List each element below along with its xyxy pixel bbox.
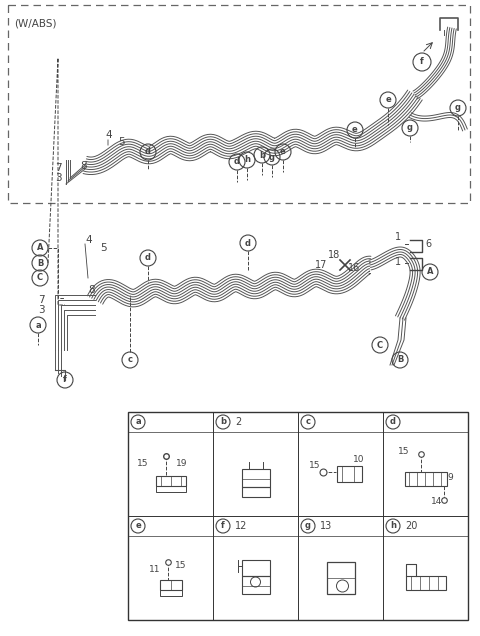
Text: e: e	[135, 522, 141, 530]
Text: f: f	[221, 522, 225, 530]
Text: g: g	[269, 153, 275, 162]
Text: 8: 8	[88, 285, 95, 295]
Text: a: a	[35, 321, 41, 329]
Text: 15: 15	[397, 448, 409, 457]
Text: d: d	[145, 148, 151, 156]
Text: 8: 8	[80, 161, 86, 171]
Text: 4: 4	[85, 235, 92, 245]
Text: c: c	[128, 356, 132, 364]
Text: 15: 15	[309, 462, 320, 471]
Text: C: C	[377, 340, 383, 350]
Text: 16: 16	[348, 263, 360, 273]
Text: 13: 13	[320, 521, 332, 531]
Text: h: h	[390, 522, 396, 530]
Text: d: d	[234, 158, 240, 167]
Text: 14: 14	[431, 497, 442, 506]
Text: 17: 17	[315, 260, 327, 270]
Text: 1: 1	[395, 232, 401, 242]
Text: a: a	[135, 417, 141, 427]
Text: g: g	[305, 522, 311, 530]
Text: b: b	[259, 151, 265, 160]
Text: 12: 12	[235, 521, 247, 531]
Text: e: e	[352, 125, 358, 134]
Text: h: h	[244, 155, 250, 165]
Text: B: B	[37, 258, 43, 268]
Text: 2: 2	[235, 417, 241, 427]
Text: d: d	[390, 417, 396, 427]
Text: 15: 15	[137, 459, 148, 469]
Text: 19: 19	[176, 459, 187, 469]
Text: g: g	[455, 104, 461, 113]
Text: 7: 7	[55, 163, 61, 173]
Text: 5: 5	[100, 243, 107, 253]
Text: 6: 6	[425, 239, 431, 249]
Text: B: B	[397, 356, 403, 364]
Text: 4: 4	[105, 130, 112, 140]
Text: e: e	[280, 148, 286, 156]
Text: f: f	[63, 375, 67, 385]
Text: g: g	[407, 123, 413, 132]
Text: 9: 9	[447, 473, 453, 481]
Text: d: d	[245, 238, 251, 247]
Text: e: e	[385, 95, 391, 104]
Bar	[128, 412, 468, 620]
Text: b: b	[220, 417, 226, 427]
Text: 1: 1	[395, 257, 401, 267]
Text: 7: 7	[38, 295, 45, 305]
Text: (W/ABS): (W/ABS)	[14, 18, 57, 28]
Text: 18: 18	[328, 250, 340, 260]
Text: 5: 5	[118, 137, 125, 147]
Text: f: f	[420, 57, 424, 67]
Text: 11: 11	[148, 565, 160, 574]
Text: c: c	[305, 417, 311, 427]
Text: A: A	[37, 244, 43, 252]
Text: 15: 15	[175, 562, 186, 570]
Text: 20: 20	[405, 521, 418, 531]
Text: d: d	[145, 254, 151, 263]
Text: A: A	[427, 268, 433, 277]
Text: 3: 3	[38, 305, 45, 315]
Text: C: C	[37, 273, 43, 282]
Text: 3: 3	[55, 173, 61, 183]
Text: 10: 10	[352, 455, 364, 464]
